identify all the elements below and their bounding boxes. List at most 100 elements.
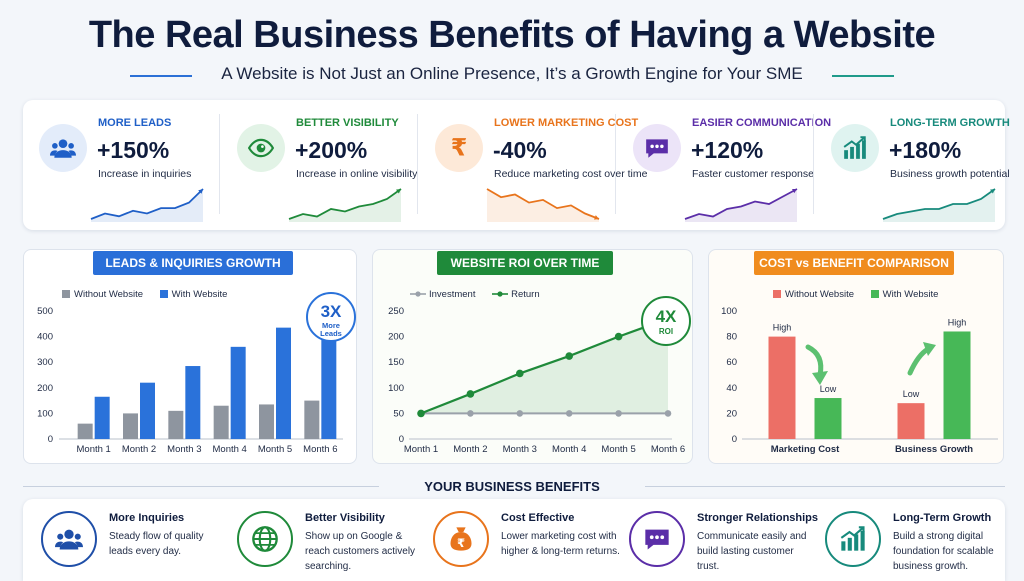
benefit-card: More Inquiries Steady flow of quality lea… [23, 499, 213, 581]
kpi-trend-sparkline [90, 188, 204, 222]
bar-without-website [304, 400, 320, 439]
y-tick-label: 20 [726, 408, 737, 419]
bar-without-website [168, 410, 184, 439]
kpi-separator [615, 114, 616, 214]
sparkline-area [883, 189, 995, 222]
increase-arrow-icon [907, 346, 931, 376]
y-tick-label: 400 [37, 332, 53, 343]
bar-without-website [259, 404, 274, 439]
legend-item-without-website: Without Website [62, 289, 143, 300]
x-tick-label: Month 3 [167, 444, 201, 455]
benefit-description: Communicate easily and build lasting cus… [697, 531, 807, 572]
bar-without-website [768, 336, 796, 439]
x-tick-label: Month 1 [77, 444, 111, 455]
kpi-card: BETTER VISIBILITY +200% Increase in online… [221, 100, 417, 230]
badge-caption: More Leads [320, 321, 342, 338]
eye-icon [237, 124, 285, 172]
kpi-label: MORE LEADS [98, 117, 172, 129]
leads-legend: Without Website With Website [62, 289, 241, 300]
y-tick-label: 500 [37, 306, 53, 317]
y-tick-label: 200 [37, 383, 53, 394]
roi-legend: Investment Return [410, 289, 554, 300]
increase-arrowhead [923, 342, 936, 356]
globe-icon [237, 511, 293, 567]
bar-data-label: Low [903, 389, 920, 399]
investment-point [565, 410, 573, 417]
return-point [417, 409, 425, 418]
benefit-title: Stronger Relationships [697, 512, 819, 524]
return-line [420, 317, 669, 415]
sparkline-line [882, 188, 996, 220]
y-tick-label: 150 [388, 357, 404, 368]
bar-without-website [213, 405, 229, 439]
y-tick-label: 300 [37, 357, 53, 368]
kpi-card: LONG-TERM GROWTH +180% Business growth pot… [815, 100, 1011, 230]
bar-with-website [321, 318, 337, 439]
bar-data-label: Low [820, 384, 837, 394]
benefits-strip: More Inquiries Steady flow of quality lea… [23, 499, 1005, 581]
roi-4x-badge: 4X ROI [641, 296, 691, 346]
kpi-trend-sparkline [288, 188, 402, 222]
y-tick-label: 250 [388, 306, 404, 317]
sparkline-line [684, 188, 798, 220]
x-tick-label: Month 3 [503, 444, 537, 455]
x-tick-label: Month 4 [213, 444, 247, 455]
svg-text:₹: ₹ [451, 135, 468, 161]
benefit-card: Better Visibility Show up on Google & rea… [219, 499, 415, 581]
page-subtitle: A Website is Not Just an Online Presence… [221, 64, 803, 83]
benefit-title: More Inquiries [109, 512, 185, 524]
bar-with-website [230, 346, 246, 439]
bar-with-website [94, 396, 110, 439]
y-tick-label: 50 [393, 408, 404, 419]
sparkline-area [487, 189, 599, 222]
y-tick-label: 100 [721, 306, 737, 317]
benefit-description: Show up on Google & reach customers acti… [305, 531, 416, 572]
benefits-divider-left [23, 486, 379, 487]
sparkline-line [90, 188, 204, 220]
cost-bar-chart: 0 20 40 60 80 100 High Low Marketing Cost Low High… [721, 306, 998, 455]
x-tick-label: Month 2 [122, 444, 156, 455]
money-bag-icon: ₹ [433, 511, 489, 567]
kpi-description: Business growth potential [890, 168, 1010, 180]
kpi-trend-sparkline [684, 188, 798, 222]
leads-chart-title: LEADS & INQUIRIES GROWTH [93, 251, 293, 275]
kpi-value: +150% [97, 137, 170, 163]
kpi-card: MORE LEADS +150% Increase in inquiries [23, 100, 219, 230]
x-tick-label: Month 1 [404, 444, 438, 455]
benefit-card: ₹ Cost Effective Lower marketing cost with… [415, 499, 620, 581]
sparkline-line [288, 188, 402, 220]
return-point [614, 332, 623, 341]
bar-without-website [897, 403, 925, 439]
decrease-arrowhead [812, 371, 828, 385]
page-title: The Real Business Benefits of Having a W… [88, 14, 936, 56]
investment-point [516, 410, 524, 417]
benefits-heading: YOUR BUSINESS BENEFITS [424, 479, 600, 494]
kpi-label: LOWER MARKETING COST [494, 117, 639, 129]
cost-chart-title: COST vs BENEFIT COMPARISON [754, 251, 954, 275]
x-tick-label: Month 2 [453, 444, 487, 455]
kpi-separator [813, 114, 814, 214]
sparkline-arrowhead [594, 215, 599, 220]
sparkline-area [289, 189, 401, 222]
benefit-card: Long-Term Growth Build a strong digital f… [807, 499, 997, 581]
benefit-card: Stronger Relationships Communicate easily… [611, 499, 818, 581]
kpi-value: +120% [691, 137, 764, 163]
return-point [466, 390, 475, 398]
return-point [516, 369, 524, 378]
y-tick-label: 0 [48, 434, 53, 445]
investment-point [467, 410, 474, 417]
badge-value: 4X [655, 307, 677, 326]
bar-with-website [943, 331, 971, 439]
growth-chart-icon [825, 511, 881, 567]
subtitle-divider-left [130, 75, 192, 77]
bar-with-website [185, 366, 201, 439]
roi-line-chart: 0 50 100 150 200 250 Month 1 Month 2 Month 3 Mont… [388, 306, 685, 455]
sparkline-area [91, 189, 203, 222]
sparkline-arrowhead [990, 189, 995, 194]
bar-with-website [814, 398, 842, 439]
roi-chart-title: WEBSITE ROI OVER TIME [437, 251, 613, 275]
benefit-description: Steady flow of quality leads every day. [109, 531, 204, 557]
kpi-description: Increase in online visibility [296, 168, 418, 180]
svg-text:₹: ₹ [457, 537, 465, 550]
kpi-label: LONG-TERM GROWTH [890, 117, 1010, 129]
